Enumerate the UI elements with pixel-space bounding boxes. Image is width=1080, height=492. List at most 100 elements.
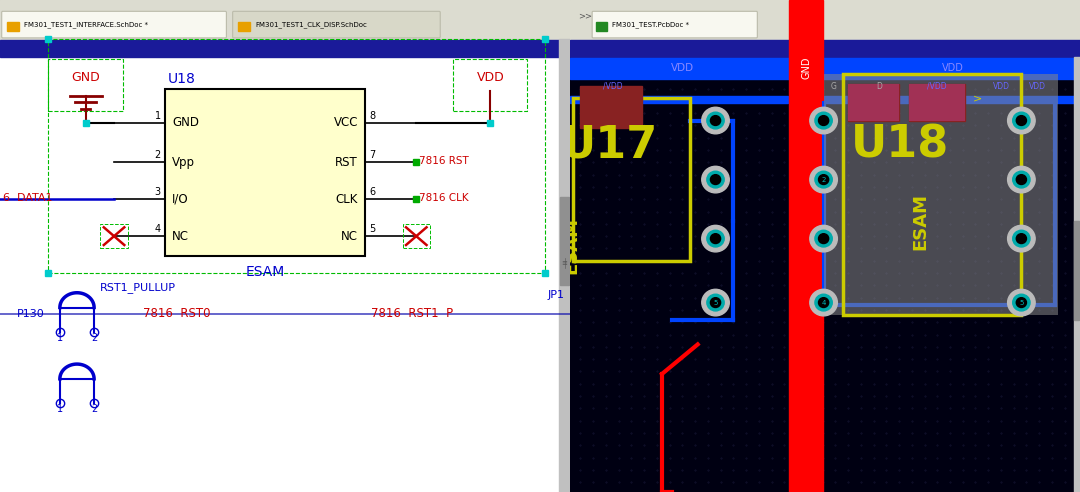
Bar <box>580 86 642 128</box>
Text: U18: U18 <box>168 72 197 86</box>
Text: >: > <box>973 93 982 103</box>
Bar <box>0 0 570 39</box>
Circle shape <box>1008 107 1035 134</box>
Bar <box>454 59 527 111</box>
Text: 2: 2 <box>91 333 97 343</box>
Circle shape <box>1016 116 1026 125</box>
Bar <box>824 96 1079 103</box>
Text: FM301_TEST.PcbDoc *: FM301_TEST.PcbDoc * <box>612 21 689 28</box>
Text: ≡: ≡ <box>562 260 567 266</box>
Text: 2: 2 <box>154 150 161 160</box>
Text: 1: 1 <box>57 404 63 414</box>
Text: 7816  RST1  P: 7816 RST1 P <box>370 308 453 320</box>
Bar <box>909 84 966 121</box>
Bar <box>570 57 1080 492</box>
Circle shape <box>711 116 720 125</box>
Circle shape <box>706 230 725 247</box>
Circle shape <box>706 294 725 311</box>
Circle shape <box>810 166 837 193</box>
Circle shape <box>706 112 725 129</box>
Bar <box>49 59 123 111</box>
Text: JP1: JP1 <box>548 290 565 300</box>
Bar <box>596 22 607 31</box>
Text: D: D <box>876 82 882 91</box>
Circle shape <box>819 175 828 184</box>
Circle shape <box>1016 175 1026 184</box>
Text: 7: 7 <box>369 150 376 160</box>
Bar <box>100 224 127 248</box>
Text: 6  DATA1: 6 DATA1 <box>3 193 52 203</box>
Text: 7816 CLK: 7816 CLK <box>419 193 469 203</box>
Bar <box>558 39 570 492</box>
Circle shape <box>1012 112 1030 129</box>
Text: 2: 2 <box>91 404 97 414</box>
Text: RST1_PULLUP: RST1_PULLUP <box>99 282 176 293</box>
Text: I/O: I/O <box>172 193 189 206</box>
Text: 4: 4 <box>822 300 826 306</box>
FancyBboxPatch shape <box>2 11 227 38</box>
Text: 6: 6 <box>369 187 376 197</box>
Circle shape <box>702 225 729 252</box>
Text: 1: 1 <box>154 111 161 121</box>
Text: VDD: VDD <box>1029 82 1047 91</box>
Bar <box>49 39 544 273</box>
Bar <box>580 86 642 128</box>
Bar <box>6 22 19 31</box>
Text: /VDD: /VDD <box>604 82 623 91</box>
Text: VDD: VDD <box>476 71 504 84</box>
Bar <box>570 96 788 103</box>
Bar <box>848 84 899 121</box>
Text: U17: U17 <box>561 123 659 166</box>
Bar <box>843 74 1022 315</box>
Circle shape <box>702 107 729 134</box>
Text: P130: P130 <box>17 309 45 319</box>
Text: VDD: VDD <box>671 63 694 73</box>
Bar <box>403 224 430 248</box>
Text: G: G <box>831 82 836 91</box>
Circle shape <box>702 289 729 316</box>
Circle shape <box>1013 171 1030 188</box>
Bar <box>238 22 251 31</box>
Text: ESAM: ESAM <box>912 193 930 250</box>
Text: NC: NC <box>341 230 359 243</box>
Circle shape <box>706 112 725 129</box>
Circle shape <box>815 112 833 129</box>
Bar <box>570 58 1080 79</box>
Text: FM301_TEST1_CLK_DISP.SchDoc: FM301_TEST1_CLK_DISP.SchDoc <box>255 21 367 28</box>
Bar <box>165 89 365 256</box>
Text: VDD: VDD <box>994 82 1011 91</box>
Circle shape <box>819 116 828 125</box>
Text: 4: 4 <box>154 224 161 234</box>
Text: 5: 5 <box>369 224 376 234</box>
Bar <box>559 197 569 285</box>
Circle shape <box>711 175 720 184</box>
Circle shape <box>810 289 837 316</box>
Circle shape <box>711 298 720 308</box>
Text: 7816 RST: 7816 RST <box>419 156 469 166</box>
Circle shape <box>810 225 837 252</box>
Text: NC: NC <box>172 230 189 243</box>
Text: VDD: VDD <box>942 63 963 73</box>
Circle shape <box>815 171 833 188</box>
Text: RST: RST <box>336 156 359 169</box>
Text: ESAM: ESAM <box>563 217 581 275</box>
Circle shape <box>1016 298 1026 308</box>
Text: VCC: VCC <box>334 117 359 129</box>
Bar <box>0 40 570 57</box>
Text: GND: GND <box>71 71 100 84</box>
Bar <box>909 84 966 121</box>
Bar <box>789 0 823 492</box>
Bar <box>1075 221 1080 320</box>
Text: >>: >> <box>578 11 592 20</box>
Circle shape <box>810 107 837 134</box>
Circle shape <box>1013 112 1030 129</box>
Bar <box>848 84 899 121</box>
Text: GND: GND <box>172 117 199 129</box>
Text: Vpp: Vpp <box>172 156 195 169</box>
Circle shape <box>706 171 725 188</box>
Text: FM301_TEST1_INTERFACE.SchDoc *: FM301_TEST1_INTERFACE.SchDoc * <box>24 21 148 28</box>
Circle shape <box>711 234 720 244</box>
Circle shape <box>815 294 833 311</box>
Text: /VDD: /VDD <box>927 82 947 91</box>
Text: 3: 3 <box>154 187 161 197</box>
